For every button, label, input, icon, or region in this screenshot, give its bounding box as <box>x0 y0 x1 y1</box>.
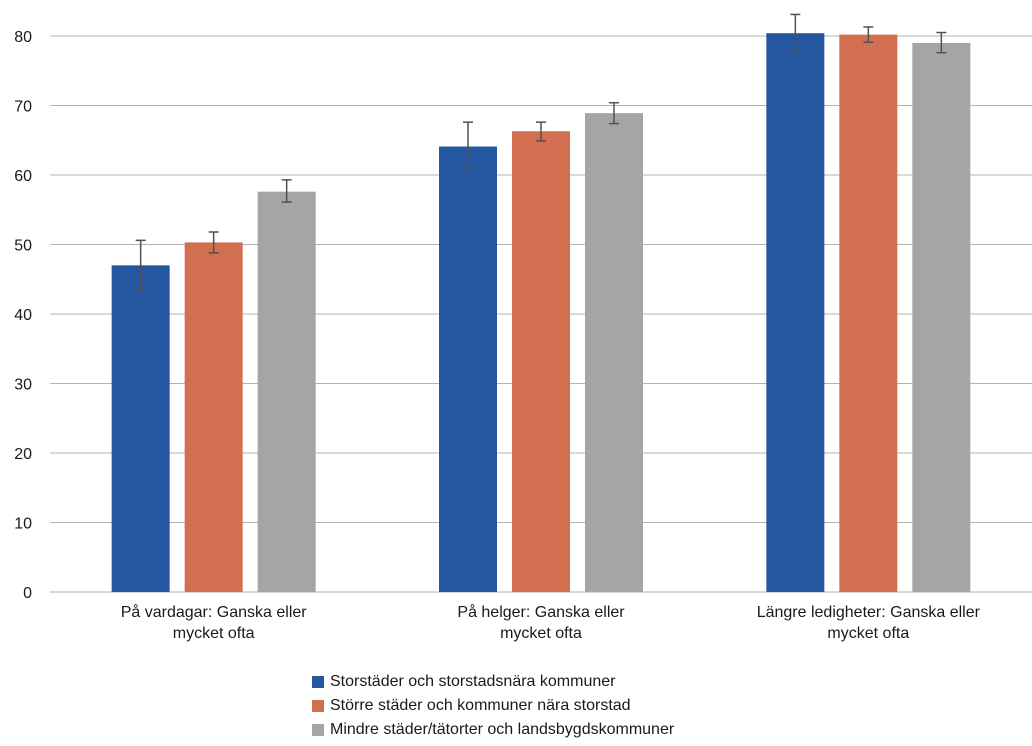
bar <box>766 33 825 593</box>
legend: Storstäder och storstadsnära kommuner Stö… <box>312 670 674 742</box>
x-category-label: På vardagar: Ganska eller <box>121 603 308 621</box>
x-category-label: Längre ledigheter: Ganska eller <box>757 604 981 621</box>
legend-item: Mindre städer/tätorter och landsbygdskom… <box>312 718 674 742</box>
bar <box>111 265 170 592</box>
bar <box>257 191 316 592</box>
legend-label: Större städer och kommuner nära storstad <box>330 697 631 714</box>
legend-item: Större städer och kommuner nära storstad <box>312 694 674 718</box>
x-category-label: mycket ofta <box>827 625 909 642</box>
legend-swatch <box>312 676 324 688</box>
x-category-label: mycket ofta <box>500 625 582 642</box>
legend-swatch <box>312 700 324 712</box>
legend-item: Storstäder och storstadsnära kommuner <box>312 670 674 694</box>
y-tick-label: 40 <box>14 307 32 324</box>
legend-label: Storstäder och storstadsnära kommuner <box>330 673 616 690</box>
y-tick-label: 50 <box>14 238 32 255</box>
y-tick-label: 70 <box>14 99 32 116</box>
bar <box>439 146 497 592</box>
bar <box>512 131 570 592</box>
x-category-label: mycket ofta <box>173 625 255 642</box>
y-tick-label: 10 <box>14 516 32 533</box>
bar <box>839 34 898 593</box>
y-tick-label: 80 <box>14 29 32 46</box>
bar <box>184 242 243 593</box>
bar <box>585 113 643 593</box>
y-tick-label: 0 <box>23 585 32 602</box>
y-tick-label: 60 <box>14 168 32 185</box>
legend-label: Mindre städer/tätorter och landsbygdskom… <box>330 721 675 738</box>
legend-swatch <box>312 724 324 736</box>
x-category-label: På helger: Ganska eller <box>457 603 625 621</box>
bar-chart-svg: 0 10 20 30 40 50 60 70 80 På vardagar: Ganska ell… <box>14 13 1032 642</box>
bar <box>912 42 971 592</box>
y-tick-label: 30 <box>14 377 32 394</box>
y-tick-label: 20 <box>14 446 32 463</box>
